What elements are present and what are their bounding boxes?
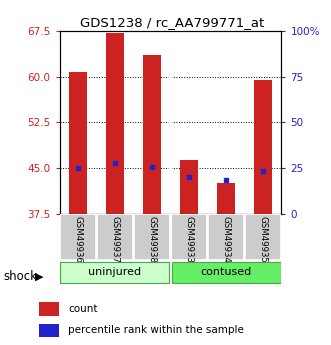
Bar bbox=[143, 56, 161, 214]
Bar bbox=[60, 214, 96, 260]
Bar bbox=[171, 214, 207, 260]
Text: ▶: ▶ bbox=[35, 272, 43, 282]
Text: GSM49936: GSM49936 bbox=[73, 216, 82, 263]
Bar bbox=[254, 80, 272, 214]
Bar bbox=[106, 33, 124, 214]
Text: percentile rank within the sample: percentile rank within the sample bbox=[68, 325, 244, 335]
Text: GSM49934: GSM49934 bbox=[221, 216, 230, 263]
Text: shock: shock bbox=[3, 270, 37, 283]
Text: count: count bbox=[68, 304, 98, 314]
Text: GDS1238 / rc_AA799771_at: GDS1238 / rc_AA799771_at bbox=[80, 16, 264, 29]
FancyBboxPatch shape bbox=[60, 262, 169, 284]
Bar bbox=[208, 214, 244, 260]
Bar bbox=[134, 214, 170, 260]
Bar bbox=[39, 324, 59, 337]
Bar bbox=[69, 72, 87, 214]
Bar bbox=[245, 214, 281, 260]
Text: GSM49933: GSM49933 bbox=[184, 216, 193, 263]
Text: GSM49935: GSM49935 bbox=[259, 216, 267, 263]
Bar bbox=[217, 184, 235, 214]
Text: GSM49938: GSM49938 bbox=[148, 216, 157, 263]
Bar bbox=[39, 302, 59, 316]
Text: GSM49937: GSM49937 bbox=[111, 216, 119, 263]
Text: uninjured: uninjured bbox=[88, 267, 142, 277]
FancyBboxPatch shape bbox=[171, 262, 281, 284]
Text: contused: contused bbox=[200, 267, 252, 277]
Bar bbox=[180, 160, 198, 214]
Bar bbox=[97, 214, 133, 260]
